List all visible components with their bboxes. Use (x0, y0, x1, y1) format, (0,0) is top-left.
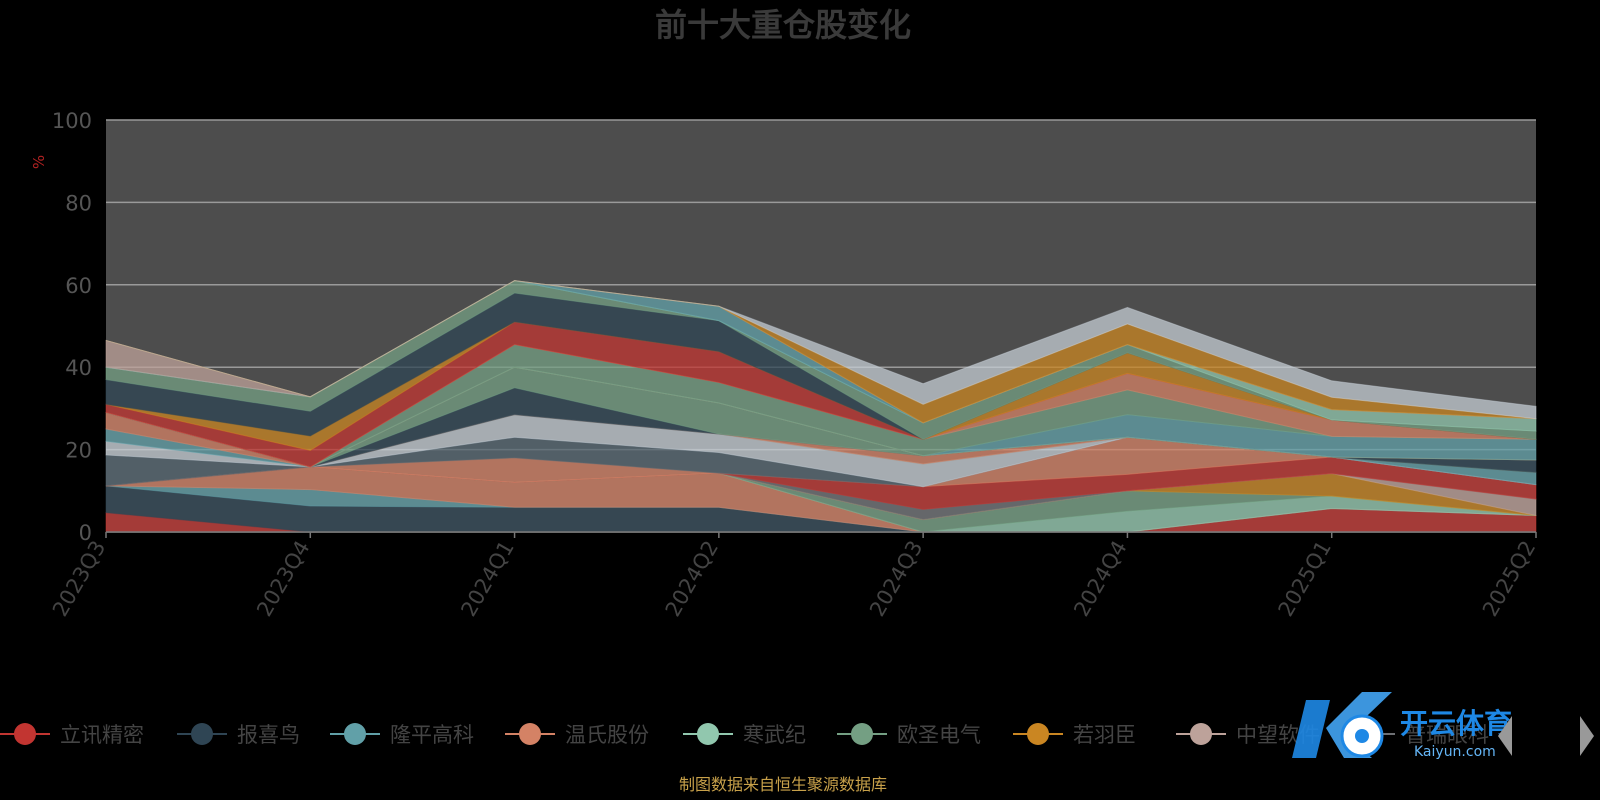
legend-item[interactable]: 欧圣电气 (837, 723, 981, 747)
y-tick-label: 0 (79, 521, 92, 545)
legend-marker-icon (344, 723, 366, 745)
legend-item[interactable]: 报喜鸟 (177, 723, 300, 747)
legend-marker-icon (191, 723, 213, 745)
y-axis-unit-label: % (30, 155, 48, 169)
legend-item[interactable]: 隆平高科 (330, 723, 474, 747)
x-tick-label: 2024Q1 (456, 537, 518, 621)
x-tick-label: 2024Q4 (1069, 537, 1131, 621)
legend-marker-icon (1027, 723, 1049, 745)
watermark-sub: Kaiyun.com (1414, 744, 1496, 760)
x-tick-label: 2025Q1 (1274, 537, 1336, 621)
legend-pager[interactable] (1498, 716, 1594, 756)
legend-label: 普瑞眼科 (1405, 723, 1489, 747)
legend-label: 若羽臣 (1073, 723, 1136, 747)
y-tick-label: 100 (52, 109, 92, 133)
legend-item[interactable]: 温氏股份 (505, 723, 649, 747)
watermark-brand: 开云体育 (1400, 707, 1512, 740)
legend-marker-icon (851, 723, 873, 745)
legend-marker-icon (519, 723, 541, 745)
legend-item[interactable]: 立讯精密 (0, 723, 144, 747)
x-tick-label: 2023Q4 (252, 537, 314, 621)
legend-label: 隆平高科 (390, 723, 474, 747)
y-axis: 0 20 40 60 80 100 (52, 109, 92, 545)
source-note: 制图数据来自恒生聚源数据库 (679, 775, 887, 794)
chart-title: 前十大重仓股变化 (655, 6, 911, 44)
legend-marker-icon (14, 723, 36, 745)
legend-label: 寒武纪 (743, 723, 806, 747)
y-tick-label: 40 (65, 356, 92, 380)
x-tick-label: 2025Q2 (1478, 537, 1540, 621)
legend-next-icon[interactable] (1580, 716, 1594, 756)
x-axis: 2023Q3 2023Q4 2024Q1 2024Q2 2024Q3 2024Q4 2025… (48, 531, 1540, 621)
area-layer-mark (105, 280, 1537, 420)
x-tick-label: 2024Q2 (661, 537, 723, 621)
legend-item[interactable]: 若羽臣 (1013, 723, 1136, 747)
legend[interactable]: 立讯精密 报喜鸟 隆平高科 温氏股份 寒武纪 欧圣电气 若羽臣 中望软件 普瑞眼科 (0, 723, 1489, 747)
watermark-k-icon (1292, 692, 1392, 758)
legend-marker-icon (1190, 723, 1212, 745)
legend-label: 欧圣电气 (897, 723, 981, 747)
legend-label: 温氏股份 (565, 723, 649, 747)
legend-marker-icon (697, 723, 719, 745)
area-layers (105, 280, 1537, 533)
legend-item[interactable]: 寒武纪 (683, 723, 806, 747)
legend-label: 立讯精密 (60, 723, 144, 747)
y-tick-label: 80 (65, 191, 92, 215)
legend-label: 报喜鸟 (237, 723, 300, 747)
legend-prev-icon[interactable] (1498, 716, 1512, 756)
y-tick-label: 60 (65, 274, 92, 298)
watermark-logo: 开云体育 Kaiyun.com (1292, 692, 1512, 760)
x-tick-label: 2023Q3 (48, 537, 110, 621)
y-tick-label: 20 (65, 439, 92, 463)
x-tick-label: 2024Q3 (865, 537, 927, 621)
